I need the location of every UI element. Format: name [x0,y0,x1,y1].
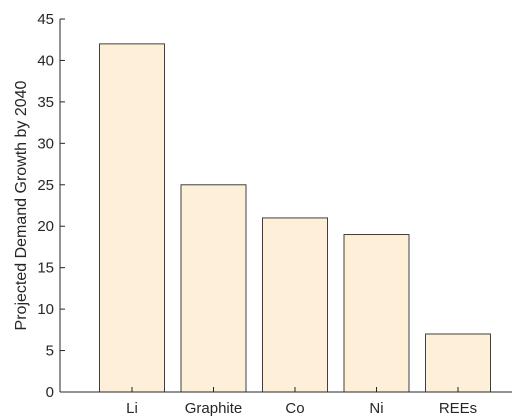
y-tick-label: 20 [37,218,54,235]
y-tick-label: 30 [37,135,54,152]
bars-group [99,43,491,393]
axes-group: 0 5 10 15 20 25 30 35 40 45 Li Graphite Co Ni REEs [37,11,512,417]
y-tick-label: 0 [46,384,54,401]
bar-co [262,217,328,393]
y-tick-label: 15 [37,260,54,277]
y-tick-label: 5 [46,343,54,360]
y-tick-label: 35 [37,94,54,111]
x-tick-label-ni: Ni [369,400,383,417]
y-tick-label: 25 [37,177,54,194]
x-tick-label-rees: REEs [439,400,477,417]
x-tick-label-li: Li [126,400,138,417]
x-tick-label-graphite: Graphite [185,400,243,417]
y-axis-title: Projected Demand Growth by 2040 [13,80,30,330]
y-tick-label: 45 [37,11,54,28]
y-tick-label: 10 [37,301,54,318]
bar-li [99,43,165,393]
y-tick-label: 40 [37,52,54,69]
x-tick-label-co: Co [285,400,304,417]
bar-rees [425,333,491,393]
bar-graphite [180,184,247,393]
bar-ni [343,234,410,393]
